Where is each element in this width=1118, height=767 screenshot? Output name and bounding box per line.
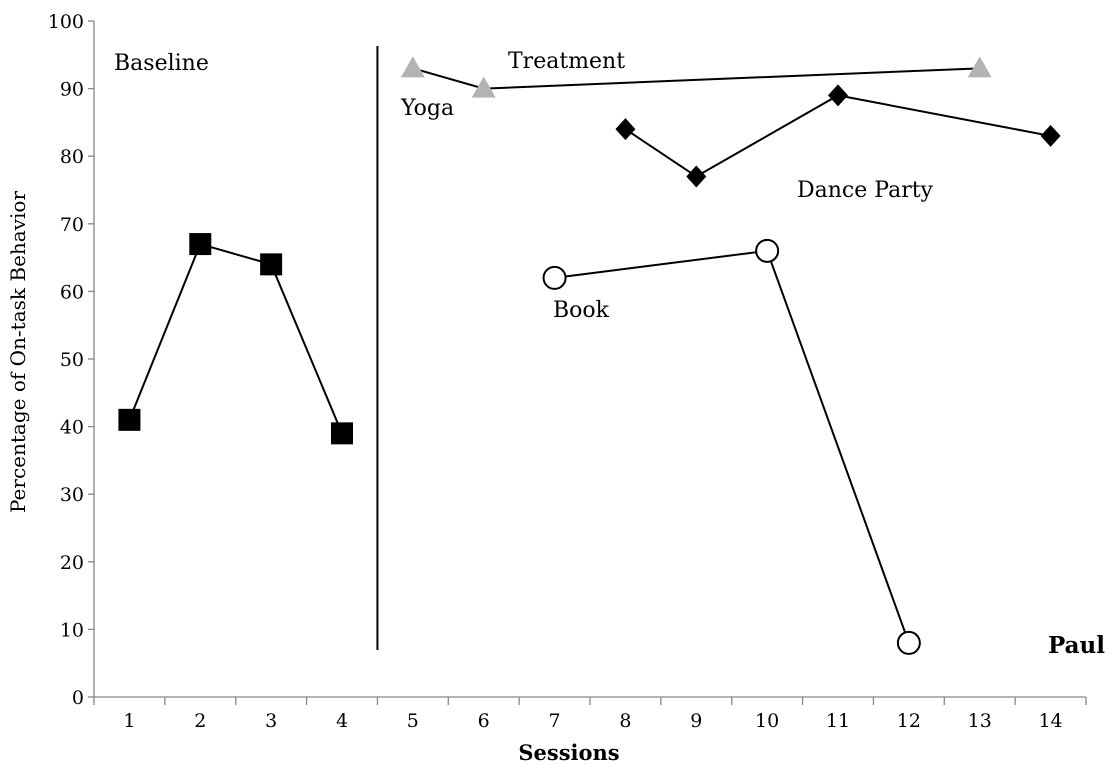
x-tick-label: 6 bbox=[478, 710, 490, 732]
data-point-triangle bbox=[967, 56, 992, 78]
data-series bbox=[118, 56, 1061, 655]
y-axis-title: Percentage of On-task Behavior bbox=[6, 191, 30, 513]
data-point-triangle bbox=[471, 76, 496, 98]
data-point-triangle bbox=[400, 56, 425, 78]
x-axis-ticks: 1 2 3 4 5 6 7 8 9 10 11 12 13 14 bbox=[93, 697, 1087, 732]
series-dance-party bbox=[615, 84, 1061, 188]
x-tick-label: 3 bbox=[265, 710, 277, 732]
x-tick-label: 2 bbox=[194, 710, 206, 732]
series-label-yoga: Yoga bbox=[400, 96, 454, 121]
data-point-square bbox=[331, 422, 353, 445]
x-tick-label: 7 bbox=[549, 710, 561, 732]
x-tick-label: 4 bbox=[336, 710, 348, 732]
phase-label-baseline: Baseline bbox=[114, 51, 209, 76]
series-line-dance-party bbox=[624, 94, 1051, 178]
series-label-book: Book bbox=[553, 298, 610, 323]
data-point-circle bbox=[896, 630, 921, 655]
y-tick-label: 90 bbox=[60, 79, 84, 101]
y-tick-label: 40 bbox=[60, 417, 84, 439]
x-tick-label: 11 bbox=[826, 710, 850, 732]
data-point-square bbox=[260, 253, 283, 276]
y-tick-label: 30 bbox=[60, 484, 84, 506]
y-tick-label: 50 bbox=[60, 349, 84, 371]
data-point-diamond bbox=[615, 118, 636, 141]
series-label-dance-party: Dance Party bbox=[797, 178, 934, 203]
data-point-square bbox=[189, 233, 212, 256]
data-point-diamond bbox=[1040, 124, 1061, 147]
x-tick-label: 8 bbox=[619, 710, 631, 732]
axes bbox=[93, 21, 1086, 698]
x-axis-title: Sessions bbox=[518, 740, 619, 765]
x-tick-label: 9 bbox=[690, 710, 702, 732]
data-point-diamond bbox=[686, 165, 707, 188]
series-line-yoga bbox=[412, 67, 980, 90]
data-point-diamond bbox=[828, 84, 848, 107]
series-yoga bbox=[400, 56, 992, 98]
participant-name: Paul bbox=[1048, 632, 1105, 659]
y-tick-label: 70 bbox=[60, 214, 84, 236]
y-tick-label: 0 bbox=[72, 687, 84, 709]
x-tick-label: 13 bbox=[968, 710, 992, 732]
x-tick-label: 5 bbox=[407, 710, 419, 732]
y-tick-label: 20 bbox=[60, 552, 84, 574]
series-book bbox=[542, 238, 921, 655]
x-tick-label: 12 bbox=[897, 710, 921, 732]
y-axis-ticks: 0 10 20 30 40 50 60 70 80 90 100 bbox=[48, 11, 94, 709]
phase-label-treatment: Treatment bbox=[508, 49, 625, 74]
y-tick-label: 60 bbox=[60, 281, 84, 303]
x-tick-label: 1 bbox=[123, 710, 135, 732]
series-line-baseline bbox=[128, 242, 343, 434]
data-point-circle bbox=[542, 265, 567, 290]
series-baseline bbox=[118, 233, 353, 445]
data-point-circle bbox=[755, 238, 780, 263]
x-tick-label: 14 bbox=[1038, 710, 1062, 732]
y-tick-label: 10 bbox=[60, 619, 84, 641]
x-tick-label: 10 bbox=[755, 710, 779, 732]
y-tick-label: 100 bbox=[48, 11, 84, 33]
data-point-square bbox=[118, 408, 141, 431]
y-tick-label: 80 bbox=[60, 146, 84, 168]
